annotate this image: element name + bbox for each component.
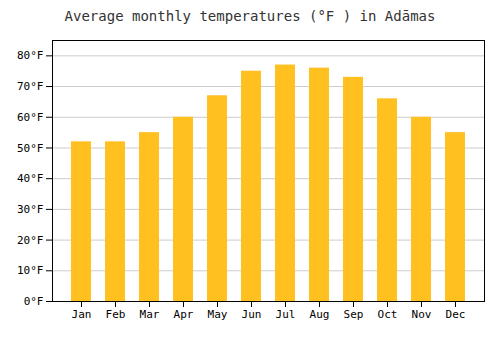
svg-text:60°F: 60°F: [17, 111, 44, 124]
svg-text:70°F: 70°F: [17, 80, 44, 93]
svg-text:Jul: Jul: [276, 308, 296, 321]
svg-text:Apr: Apr: [174, 308, 194, 321]
svg-text:Nov: Nov: [412, 308, 432, 321]
svg-text:10°F: 10°F: [17, 264, 44, 277]
svg-text:40°F: 40°F: [17, 172, 44, 185]
svg-text:Dec: Dec: [446, 308, 466, 321]
svg-text:20°F: 20°F: [17, 234, 44, 247]
svg-text:Oct: Oct: [378, 308, 398, 321]
svg-text:Sep: Sep: [344, 308, 364, 321]
svg-text:80°F: 80°F: [17, 49, 44, 62]
svg-text:Jun: Jun: [242, 308, 262, 321]
svg-text:Feb: Feb: [106, 308, 126, 321]
svg-text:Mar: Mar: [140, 308, 160, 321]
html-text:Average monthly temperatures (: Average monthly temperatures (°F ) in Ad…: [64, 8, 436, 24]
svg-text:May: May: [208, 308, 228, 321]
svg-text:Aug: Aug: [310, 308, 330, 321]
svg-text:Jan: Jan: [72, 308, 92, 321]
svg-text:30°F: 30°F: [17, 203, 44, 216]
svg-text:0°F: 0°F: [24, 295, 44, 308]
svg-text:50°F: 50°F: [17, 141, 44, 154]
